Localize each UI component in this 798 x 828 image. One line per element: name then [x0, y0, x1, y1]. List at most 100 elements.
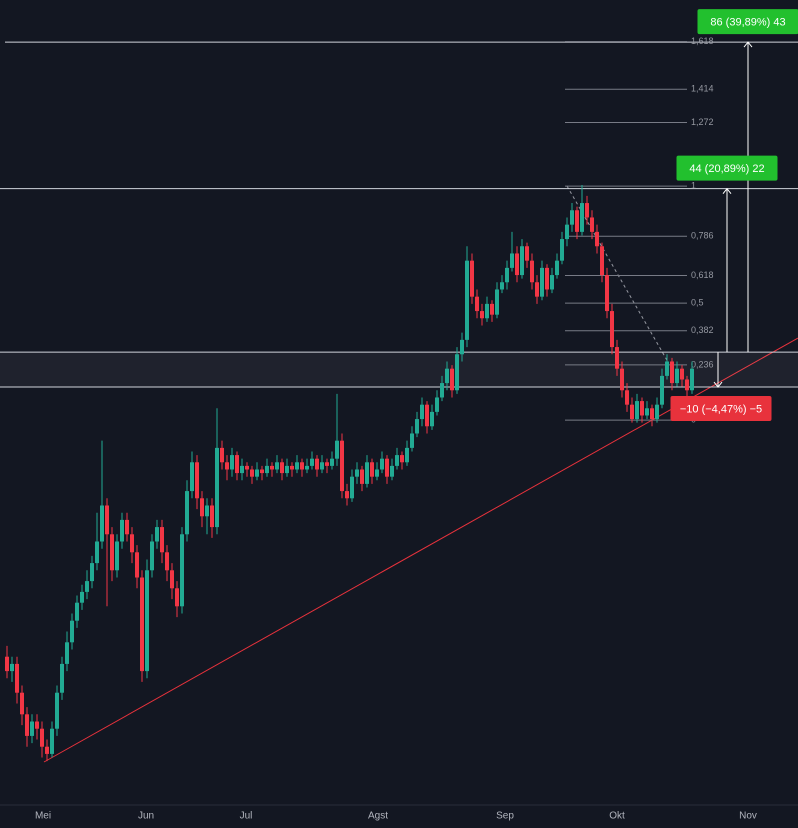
- measure-label: −10 (−4,47%) −5: [680, 403, 762, 415]
- candle-body: [655, 404, 659, 420]
- candle-body: [630, 404, 634, 420]
- candle-body: [450, 368, 454, 391]
- candle-body: [10, 663, 14, 672]
- candle-body: [610, 311, 614, 348]
- candle-body: [205, 505, 209, 517]
- candle-body: [250, 469, 254, 477]
- candle-body: [135, 552, 139, 578]
- candle-body: [275, 462, 279, 470]
- candle-body: [80, 591, 84, 603]
- candle-body: [295, 462, 299, 470]
- candle-body: [210, 505, 214, 528]
- candle-body: [490, 303, 494, 315]
- measure-box: [697, 9, 798, 35]
- candle-body: [195, 462, 199, 499]
- candle-body: [150, 541, 154, 571]
- candle-body: [50, 728, 54, 754]
- candle-body: [220, 447, 224, 463]
- candle-body: [225, 462, 229, 470]
- x-tick-label: Okt: [609, 811, 625, 822]
- candle-body: [615, 347, 619, 369]
- candle-body: [105, 505, 109, 535]
- candle-body: [515, 253, 519, 276]
- candle-body: [345, 491, 349, 499]
- candle-body: [620, 368, 624, 391]
- candle-body: [430, 411, 434, 427]
- candle-body: [165, 552, 169, 571]
- candle-body: [290, 465, 294, 470]
- x-tick-label: Jul: [240, 811, 253, 822]
- arrow-head: [743, 41, 753, 48]
- candle-body: [455, 354, 459, 391]
- candle-body: [45, 746, 49, 754]
- candle-body: [645, 408, 649, 416]
- candle-body: [310, 458, 314, 466]
- candle-body: [160, 527, 164, 553]
- measure-box: [676, 155, 778, 181]
- candle-body: [385, 458, 389, 477]
- candle-body: [120, 519, 124, 542]
- fib-label: 0,382: [691, 325, 714, 335]
- candle-body: [465, 260, 469, 340]
- fib-label: 0,786: [691, 231, 714, 241]
- candle-body: [170, 570, 174, 589]
- candle-body: [315, 458, 319, 470]
- candle-body: [15, 663, 19, 693]
- candle-body: [500, 282, 504, 290]
- candle-body: [555, 260, 559, 276]
- candle-body: [410, 433, 414, 448]
- candle-body: [100, 505, 104, 542]
- candle-body: [640, 401, 644, 416]
- measure-box: [670, 396, 772, 422]
- candle-body: [85, 581, 89, 592]
- candle-body: [140, 577, 144, 672]
- candle-body: [180, 534, 184, 607]
- candle-body: [95, 541, 99, 564]
- candle-body: [480, 311, 484, 319]
- candle-body: [650, 408, 654, 420]
- candle-body: [565, 224, 569, 240]
- candle-body: [550, 275, 554, 290]
- candle-body: [265, 465, 269, 474]
- candle-body: [415, 419, 419, 434]
- candle-body: [185, 491, 189, 535]
- candle-body: [665, 361, 669, 376]
- candle-body: [75, 602, 79, 621]
- candle-body: [595, 231, 599, 247]
- candle-body: [440, 383, 444, 398]
- candle-body: [60, 663, 64, 693]
- candle-body: [325, 462, 329, 466]
- candle-body: [390, 465, 394, 477]
- candle-body: [405, 447, 409, 463]
- x-tick-label: Agst: [368, 811, 388, 822]
- candle-body: [270, 465, 274, 470]
- candle-body: [510, 253, 514, 268]
- candle-body: [5, 656, 9, 672]
- candle-body: [475, 296, 479, 312]
- candle-body: [505, 267, 509, 283]
- candle-body: [685, 379, 689, 391]
- candle-body: [110, 534, 114, 571]
- candle-body: [70, 620, 74, 643]
- candle-body: [525, 246, 529, 261]
- candle-body: [400, 455, 404, 463]
- candle-body: [20, 692, 24, 715]
- fib-trend-line: [566, 185, 669, 363]
- candle-body: [435, 397, 439, 412]
- candle-body: [130, 534, 134, 553]
- candle-body: [115, 541, 119, 571]
- candle-body: [445, 368, 449, 384]
- candle-body: [540, 267, 544, 297]
- candle-body: [470, 260, 474, 297]
- candle-body: [530, 260, 534, 283]
- candle-body: [300, 462, 304, 470]
- candle-body: [460, 339, 464, 355]
- measure-label: 86 (39,89%) 43: [710, 17, 785, 29]
- candle-body: [340, 440, 344, 492]
- candle-body: [420, 404, 424, 420]
- candle-body: [35, 721, 39, 729]
- candle-body: [25, 714, 29, 736]
- candle-body: [660, 375, 664, 405]
- candle-body: [380, 458, 384, 470]
